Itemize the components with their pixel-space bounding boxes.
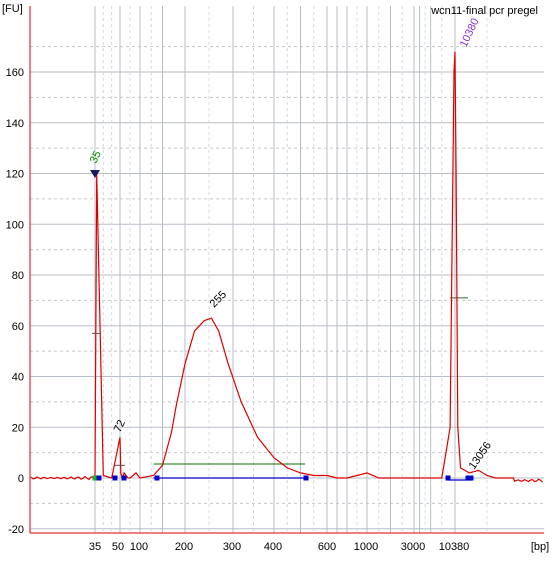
trace-marker (445, 475, 451, 481)
y-tick-label: 40 (12, 372, 24, 384)
trace-marker (92, 475, 98, 481)
peak-label: 35 (88, 149, 104, 165)
x-tick-label: 300 (223, 541, 241, 553)
y-tick-label: 20 (12, 422, 24, 434)
trace-marker (121, 475, 127, 481)
peak-triangle (90, 170, 100, 178)
x-tick-label: 600 (318, 541, 336, 553)
trace-marker (465, 475, 471, 481)
x-tick-label: 35 (89, 541, 101, 553)
axes: -20 0 20 40 60 80 100 120 140 160 35 50 100 200 300 400… (6, 6, 549, 553)
trace-line (30, 51, 543, 483)
y-tick-label: 100 (6, 219, 24, 231)
trace-marker (154, 475, 160, 481)
peak-label: 72 (112, 418, 128, 434)
y-tick-label: -20 (8, 524, 24, 536)
y-axis-label: [FU] (2, 3, 23, 15)
trace-marker (303, 475, 309, 481)
trace-marker (96, 475, 102, 481)
y-tick-label: 80 (12, 270, 24, 282)
y-tick-label: 160 (6, 67, 24, 79)
y-tick-label: 140 (6, 118, 24, 130)
x-tick-label: 1000 (354, 541, 378, 553)
trace-marker (468, 475, 474, 481)
y-tick-label: 60 (12, 321, 24, 333)
plot-area (30, 51, 543, 483)
y-tick-label: 120 (6, 169, 24, 181)
x-tick-label: 50 (112, 541, 124, 553)
trace-marker (112, 475, 118, 481)
x-tick-label: 10380 (439, 541, 470, 553)
x-tick-label: [bp] (531, 541, 549, 553)
x-tick-label: 100 (130, 541, 148, 553)
x-tick-label: 200 (175, 541, 193, 553)
chart-title: wcn11-final pcr pregel (430, 5, 538, 17)
x-tick-label: 3000 (401, 541, 425, 553)
y-tick-label: 0 (18, 473, 24, 485)
x-tick-label: 400 (264, 541, 282, 553)
